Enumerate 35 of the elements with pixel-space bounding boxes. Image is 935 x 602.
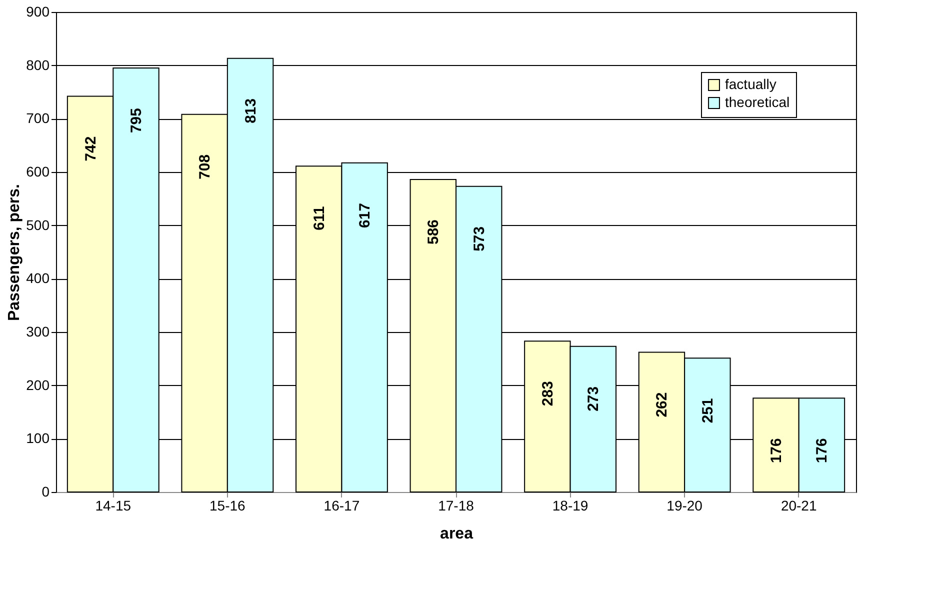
data-label: 262 <box>654 392 671 418</box>
x-tick-label: 20-21 <box>780 498 817 514</box>
data-label: 176 <box>768 438 785 464</box>
data-label: 586 <box>425 219 442 244</box>
data-label: 708 <box>196 154 214 180</box>
y-tick-label: 200 <box>26 376 50 393</box>
y-tick-label: 0 <box>42 484 50 500</box>
data-label: 251 <box>699 398 716 424</box>
data-label: 273 <box>585 386 602 412</box>
x-tick-label: 19-20 <box>666 498 703 514</box>
x-tick-label: 15-16 <box>210 498 246 514</box>
y-tick-label: 300 <box>26 324 50 340</box>
y-tick-label: 700 <box>26 110 50 126</box>
y-tick-label: 400 <box>26 270 50 286</box>
data-label: 611 <box>310 206 328 230</box>
y-tick-label: 100 <box>26 430 50 446</box>
x-tick-label: 16-17 <box>324 498 360 514</box>
x-tick-label: 17-18 <box>438 498 474 514</box>
y-axis-title: Passengers, pers. <box>6 184 24 321</box>
x-tick-label: 18-19 <box>552 498 588 514</box>
y-tick-label: 500 <box>26 216 50 233</box>
legend-label: factually <box>725 76 776 92</box>
data-label: 617 <box>356 202 374 228</box>
y-tick-label: 900 <box>26 4 50 20</box>
y-tick-label: 600 <box>26 164 50 180</box>
y-tick-label: 800 <box>26 56 50 73</box>
data-label: 176 <box>814 438 831 464</box>
x-axis-title: area <box>440 526 474 542</box>
legend-label: theoretical <box>725 94 790 110</box>
x-tick-label: 14-15 <box>95 498 132 514</box>
data-label: 795 <box>128 108 145 134</box>
data-label: 283 <box>539 381 556 406</box>
data-label: 573 <box>470 226 488 252</box>
data-label: 813 <box>242 98 260 124</box>
data-label: 742 <box>82 136 100 162</box>
